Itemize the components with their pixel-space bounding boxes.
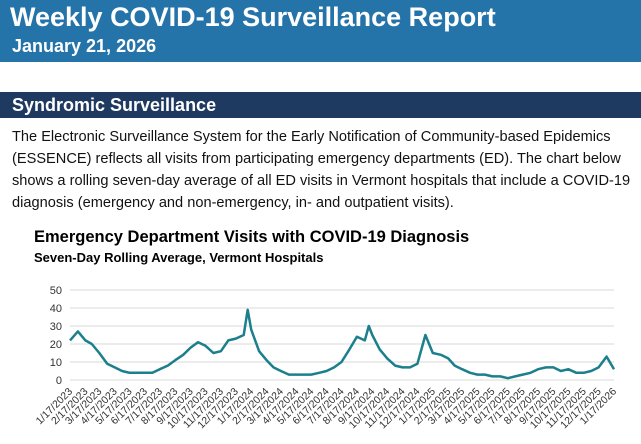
report-date: January 21, 2026	[12, 36, 157, 56]
header: Weekly COVID-19 Surveillance Report Janu…	[0, 0, 641, 62]
y-tick-label: 0	[56, 375, 62, 387]
chart-title: Emergency Department Visits with COVID-1…	[34, 228, 469, 246]
y-tick-label: 40	[50, 303, 62, 315]
chart: Emergency Department Visits with COVID-1…	[34, 228, 620, 431]
paragraph: The Electronic Surveillance System for t…	[12, 129, 631, 211]
y-tick-label: 50	[50, 285, 62, 297]
chart-subtitle: Seven-Day Rolling Average, Vermont Hospi…	[34, 250, 323, 265]
report-title: Weekly COVID-19 Surveillance Report	[10, 2, 496, 32]
y-tick-label: 10	[50, 357, 62, 369]
section-title: Syndromic Surveillance	[0, 92, 641, 118]
y-tick-label: 30	[50, 321, 62, 333]
series-line	[69, 308, 616, 380]
y-tick-label: 20	[50, 339, 62, 351]
